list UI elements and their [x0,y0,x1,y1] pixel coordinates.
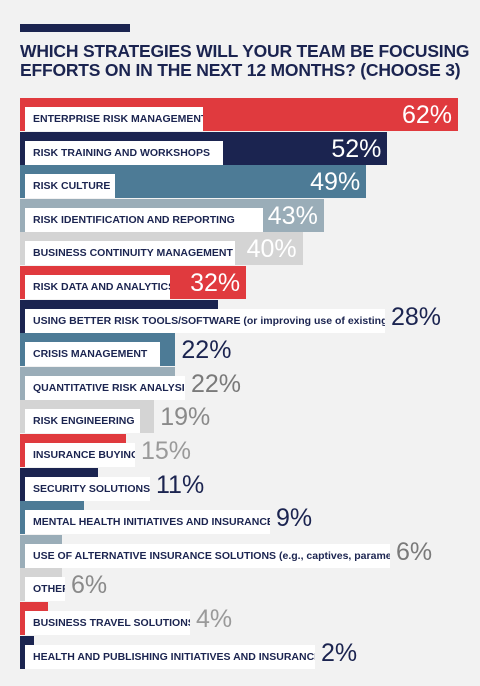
bar-accent [20,366,25,400]
bar-row: BUSINESS TRAVEL SOLUTIONS 4% [20,602,480,635]
bar-accent [20,333,25,367]
bar-accent [20,198,25,232]
category-label: INSURANCE BUYING [25,443,135,467]
bar-accent [20,434,25,467]
bar-row: ENTERPRISE RISK MANAGEMENT (ERM) 62% [20,98,480,131]
category-label: RISK CULTURE [25,174,115,199]
bar-accent [20,501,25,535]
bar-row: OTHER6% [20,568,480,602]
bar-row: USE OF ALTERNATIVE INSURANCE SOLUTIONS (… [20,534,480,568]
bar-accent [20,534,25,568]
bar-accent [20,131,25,165]
bar-row: RISK ENGINEERING 19% [20,400,480,434]
value-label: 15% [141,437,192,465]
bar-row: BUSINESS CONTINUITY MANAGEMENT 40% [20,232,480,266]
value-label: 22% [181,336,232,365]
bar-row: INSURANCE BUYING 15% [20,434,480,467]
category-label: USE OF ALTERNATIVE INSURANCE SOLUTIONS (… [25,543,390,568]
top-rule [20,24,130,32]
value-label: 19% [160,403,211,432]
value-label: 4% [196,605,233,633]
bar-accent [20,165,25,199]
bar-row: HEALTH AND PUBLISHING INITIATIVES AND IN… [20,635,480,669]
bar-row: RISK DATA AND ANALYTICS 32% [20,266,480,299]
bar-row: SECURITY SOLUTIONS 11% [20,467,480,501]
chart-title: WHICH STRATEGIES WILL YOUR TEAM BE FOCUS… [20,41,470,80]
category-label: RISK ENGINEERING [25,409,140,434]
bar-accent [20,400,25,434]
category-label: RISK TRAINING AND WORKSHOPS [25,140,223,165]
bar-row: RISK IDENTIFICATION AND REPORTING 43% [20,198,480,232]
bar-accent [20,232,25,266]
bar-accent [20,299,25,333]
bar-accent [20,635,25,669]
value-label: 6% [396,537,433,566]
category-label: SECURITY SOLUTIONS [25,476,150,501]
category-label: CRISIS MANAGEMENT [25,342,160,367]
category-label: BUSINESS CONTINUITY MANAGEMENT [25,241,235,266]
value-label: 40% [246,235,297,264]
value-label: 28% [391,302,442,331]
value-label: 32% [190,269,241,297]
bar-accent [20,98,25,131]
category-label: OTHER [25,577,65,602]
bar-row: CRISIS MANAGEMENT 22% [20,333,480,367]
value-label: 43% [267,201,318,230]
value-label: 2% [321,638,358,667]
bar-accent [20,266,25,299]
category-label: ENTERPRISE RISK MANAGEMENT (ERM) [25,107,203,131]
category-label: USING BETTER RISK TOOLS/SOFTWARE (or imp… [25,308,385,333]
bar-row: RISK CULTURE 49% [20,165,480,199]
bar-accent [20,467,25,501]
value-label: 49% [310,168,361,197]
value-label: 6% [71,571,108,600]
category-label: RISK DATA AND ANALYTICS [25,275,170,299]
value-label: 52% [331,134,382,163]
bar-row: QUANTITATIVE RISK ANALYSIS 22% [20,366,480,400]
bar-accent [20,602,25,635]
value-label: 22% [191,369,242,398]
value-label: 62% [402,101,453,129]
category-label: MENTAL HEALTH INITIATIVES AND INSURANCE [25,510,270,535]
bar-row: RISK TRAINING AND WORKSHOPS 52% [20,131,480,165]
category-label: QUANTITATIVE RISK ANALYSIS [25,375,185,400]
bar-row: USING BETTER RISK TOOLS/SOFTWARE (or imp… [20,299,480,333]
category-label: HEALTH AND PUBLISHING INITIATIVES AND IN… [25,644,315,669]
bar-accent [20,568,25,602]
bar-row: MENTAL HEALTH INITIATIVES AND INSURANCE 9… [20,501,480,535]
value-label: 9% [276,504,313,533]
category-label: BUSINESS TRAVEL SOLUTIONS [25,611,190,635]
category-label: RISK IDENTIFICATION AND REPORTING [25,207,263,232]
value-label: 11% [156,470,205,499]
